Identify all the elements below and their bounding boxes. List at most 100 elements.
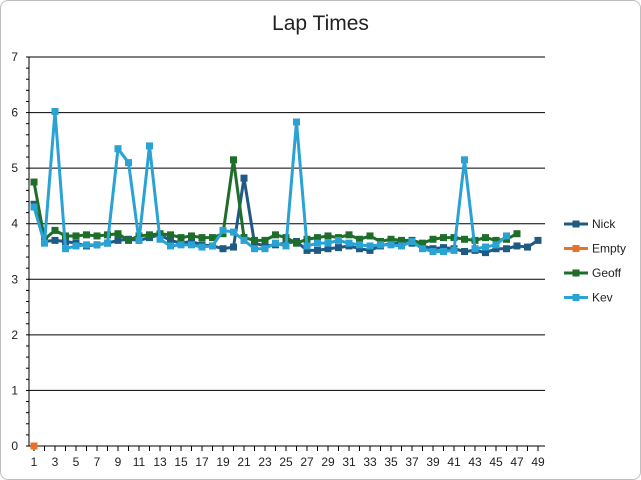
data-point (230, 243, 237, 251)
data-point (335, 236, 342, 244)
data-point (272, 231, 279, 239)
x-tick-label: 31 (342, 455, 356, 469)
legend-entry: Nick (564, 217, 616, 231)
data-point (482, 249, 489, 257)
data-point (440, 248, 447, 255)
data-point (230, 228, 237, 236)
data-point (314, 239, 321, 247)
data-point (324, 245, 332, 253)
data-point (429, 248, 437, 255)
data-point (440, 234, 447, 242)
data-point (41, 239, 48, 247)
data-point (440, 244, 447, 252)
data-point (461, 235, 468, 243)
data-point (387, 241, 395, 249)
data-point (314, 234, 321, 242)
data-point (83, 231, 90, 239)
legend-label: Geoff (592, 266, 622, 280)
data-point (83, 241, 90, 249)
data-point (219, 226, 227, 234)
data-point (366, 246, 374, 254)
data-point (146, 142, 153, 150)
y-tick-label: 4 (11, 217, 18, 231)
data-point (156, 235, 164, 243)
data-point (72, 232, 80, 240)
data-point (104, 239, 111, 247)
data-point (62, 245, 69, 253)
data-point (167, 231, 174, 239)
x-tick-label: 11 (133, 455, 146, 469)
data-point (492, 245, 500, 253)
series-lines (30, 107, 542, 450)
legend-label: Nick (592, 217, 616, 231)
data-point (492, 236, 500, 244)
x-tick-label: 45 (489, 455, 503, 469)
y-tick-label: 0 (11, 439, 18, 453)
data-point (419, 239, 426, 247)
data-point (198, 234, 206, 242)
data-point (177, 241, 185, 249)
data-point (272, 239, 279, 247)
y-tick-label: 1 (11, 383, 18, 397)
x-tick-label: 13 (153, 455, 167, 469)
data-point (503, 245, 510, 253)
data-point (167, 236, 174, 244)
data-point (209, 234, 216, 242)
data-point (282, 242, 290, 250)
x-tick-label: 27 (300, 455, 314, 469)
x-tick-label: 3 (52, 455, 59, 469)
data-point (293, 118, 300, 126)
data-point (345, 239, 353, 247)
data-point (513, 242, 521, 250)
series-line (32, 109, 508, 253)
data-point (398, 236, 405, 244)
data-point (240, 174, 248, 182)
data-point (30, 203, 38, 211)
data-point (482, 234, 489, 242)
data-point (188, 241, 195, 249)
legend-marker (572, 269, 580, 277)
data-point (125, 236, 132, 244)
y-tick-label: 2 (11, 328, 18, 342)
y-tick-label: 6 (11, 106, 18, 120)
data-point (366, 232, 374, 240)
data-point (461, 248, 468, 255)
data-point (30, 178, 38, 186)
data-point (251, 236, 258, 244)
data-point (524, 243, 531, 251)
data-point (230, 156, 237, 164)
data-point (419, 245, 426, 253)
legend-label: Empty (592, 242, 626, 256)
x-tick-label: 41 (447, 455, 461, 469)
data-point (471, 245, 479, 253)
data-point (513, 230, 521, 238)
x-tick-label: 19 (216, 455, 230, 469)
data-point (51, 236, 59, 244)
data-point (51, 226, 59, 234)
data-point (167, 242, 174, 250)
data-point (356, 245, 363, 253)
data-point (534, 236, 542, 244)
data-point (261, 245, 269, 253)
y-tick-labels: 0 1 2 3 4 5 6 7 (11, 50, 18, 453)
data-point (356, 235, 363, 243)
legend-entry: Empty (564, 242, 626, 256)
legend-label: Kev (592, 291, 613, 305)
data-point (461, 156, 468, 164)
data-point (51, 107, 59, 115)
data-point (503, 232, 510, 240)
x-tick-label: 49 (531, 455, 545, 469)
data-point (303, 242, 311, 250)
y-tick-label: 7 (11, 50, 18, 64)
data-point (314, 246, 321, 254)
legend: Nick Empty Geoff Kev (564, 217, 626, 305)
x-tick-label: 9 (115, 455, 122, 469)
data-point (251, 245, 258, 253)
x-tick-label: 17 (195, 455, 209, 469)
x-tick-label: 15 (174, 455, 188, 469)
series-line (32, 158, 518, 245)
legend-marker (572, 245, 580, 252)
data-point (146, 231, 153, 239)
data-point (335, 244, 342, 252)
